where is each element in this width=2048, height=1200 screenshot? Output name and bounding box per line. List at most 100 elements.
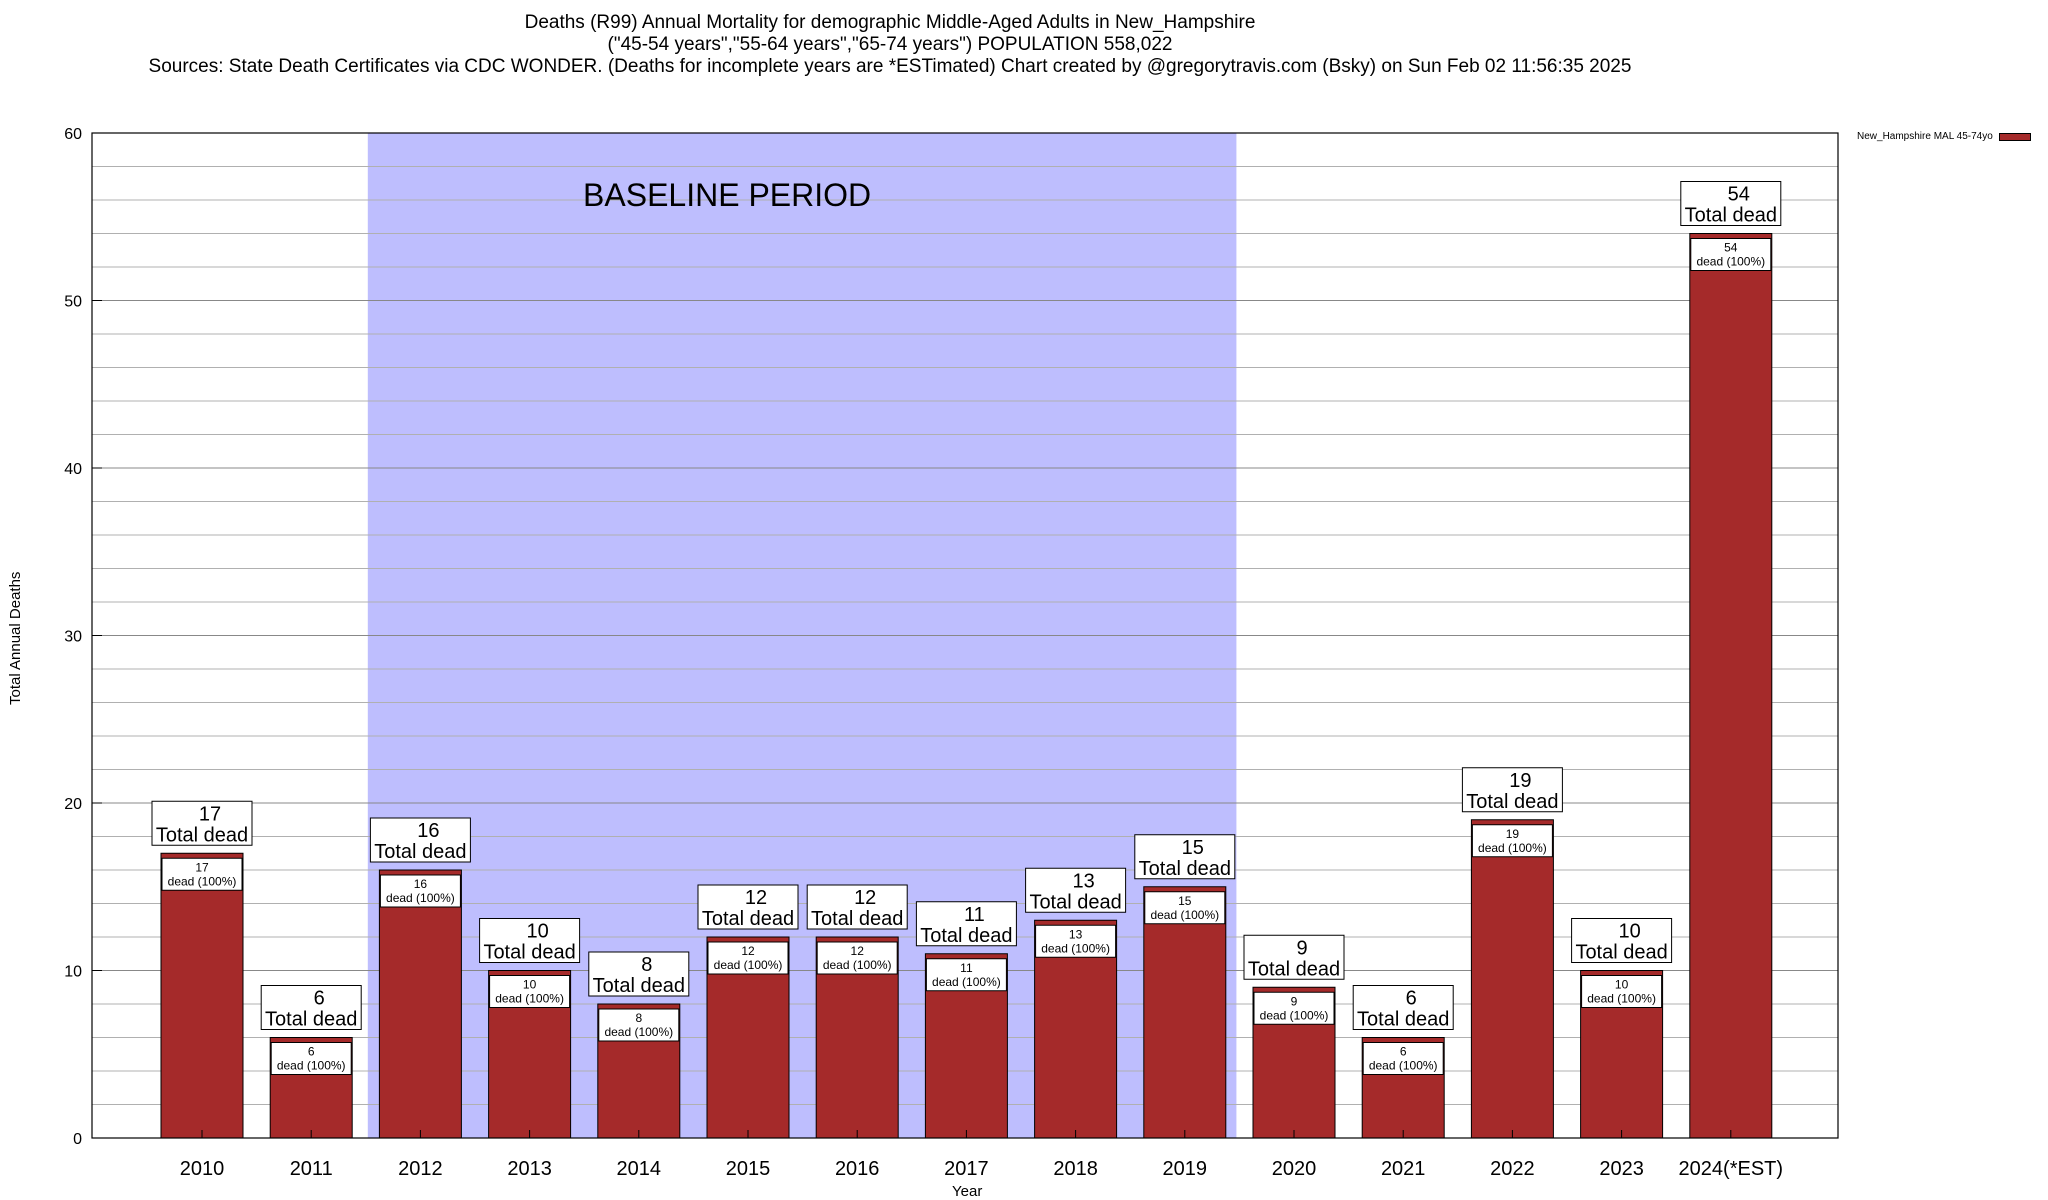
total-label-box [479,918,581,963]
inner-percent-label: dead (100%) [1478,841,1547,855]
total-value-label: 54 [1728,184,1750,206]
total-label-box [1571,918,1673,963]
total-text-label: Total dead [1029,891,1121,913]
total-text-label: Total dead [1139,858,1231,880]
total-value-label: 9 [1296,937,1307,959]
total-text-label: Total dead [1248,958,1340,980]
inner-label-box [1144,891,1226,925]
inner-value-label: 9 [1291,994,1298,1008]
x-tick-label: 2019 [1163,1158,1208,1180]
inner-label-box [816,941,898,975]
total-text-label: Total dead [483,942,575,964]
y-tick-label: 20 [64,796,82,813]
sources-line: Sources: State Death Certificates via CD… [0,56,1780,78]
inner-label-box [1253,991,1335,1025]
inner-percent-label: dead (100%) [932,975,1001,989]
total-label-box [1680,181,1782,226]
baseline-label: BASELINE PERIOD [583,177,871,213]
total-label-box [915,901,1017,947]
inner-value-label: 10 [1615,978,1629,992]
total-label-box [1352,985,1454,1030]
total-value-label: 17 [199,803,221,825]
bar [160,852,244,1139]
y-tick-label: 30 [64,629,82,646]
x-tick-label: 2010 [180,1158,225,1180]
inner-percent-label: dead (100%) [495,992,564,1006]
plot-frame [91,132,1839,1139]
chart-title: Deaths (R99) Annual Mortality for demogr… [524,12,1256,33]
inner-value-label: 13 [1069,927,1083,941]
inner-percent-label: dead (100%) [604,1025,673,1039]
total-label-box [260,985,362,1030]
inner-value-label: 10 [523,978,537,992]
chart-header: Deaths (R99) Annual Mortality for demogr… [0,12,1780,78]
total-label-box [1134,834,1236,880]
total-label-box [588,951,690,997]
total-text-label: Total dead [1466,791,1558,813]
total-label-box [697,884,799,930]
total-value-label: 6 [1406,988,1417,1010]
y-tick-label: 60 [64,126,82,143]
inner-value-label: 11 [960,961,973,975]
total-label-box [369,817,471,863]
total-text-label: Total dead [920,925,1012,947]
total-text-label: Total dead [593,975,685,997]
x-tick-label: 2023 [1599,1158,1644,1180]
inner-percent-label: dead (100%) [1587,992,1656,1006]
total-text-label: Total dead [1575,942,1667,964]
inner-value-label: 17 [195,860,209,874]
inner-label-box [925,958,1007,992]
bar [378,869,462,1139]
inner-percent-label: dead (100%) [1260,1008,1329,1022]
inner-value-label: 19 [1506,827,1520,841]
inner-label-box [270,1042,352,1075]
x-axis-label: Year [952,1183,983,1200]
total-label-box [1461,767,1563,813]
total-value-label: 10 [526,921,548,943]
x-tick-label: 2016 [835,1158,880,1180]
total-value-label: 11 [964,904,985,926]
inner-label-box [707,941,789,975]
inner-percent-label: dead (100%) [1041,941,1110,955]
chart-credit: Chart created by @gregorytravis.com (Bsk… [1001,56,1632,77]
inner-label-box [489,975,571,1008]
x-tick-label: 2017 [944,1158,989,1180]
x-tick-label: 2015 [726,1158,771,1180]
inner-value-label: 54 [1724,241,1738,255]
total-value-label: 10 [1618,921,1640,943]
bar [1470,819,1554,1139]
inner-percent-label: dead (100%) [1150,908,1219,922]
x-tick-label: 2024(*EST) [1679,1158,1784,1180]
inner-value-label: 16 [414,877,428,891]
x-tick-label: 2022 [1490,1158,1535,1180]
inner-label-box [379,874,461,908]
total-text-label: Total dead [1357,1009,1449,1031]
inner-percent-label: dead (100%) [386,891,455,905]
total-value-label: 12 [854,887,876,909]
inner-percent-label: dead (100%) [168,874,237,888]
total-label-box [151,800,253,846]
x-tick-label: 2020 [1272,1158,1317,1180]
y-tick-label: 0 [73,1131,82,1148]
bar [1689,233,1773,1139]
total-text-label: Total dead [374,841,466,863]
total-value-label: 13 [1072,870,1094,892]
chart-sources: Sources: State Death Certificates via CD… [148,56,996,77]
inner-percent-label: dead (100%) [1369,1059,1438,1073]
total-value-label: 19 [1509,770,1531,792]
y-tick-label: 10 [64,964,82,981]
total-text-label: Total dead [1685,205,1777,227]
inner-label-box [1581,975,1663,1008]
legend-swatch [1998,132,2031,141]
total-value-label: 12 [745,887,767,909]
chart-subtitle: ("45-54 years","55-64 years","65-74 year… [607,34,1173,55]
inner-percent-label: dead (100%) [1696,255,1765,269]
total-text-label: Total dead [265,1009,357,1031]
total-label-box [1025,867,1127,913]
inner-value-label: 6 [1400,1045,1407,1059]
inner-value-label: 6 [308,1045,315,1059]
total-text-label: Total dead [811,908,903,930]
total-value-label: 15 [1182,837,1204,859]
total-value-label: 6 [314,988,325,1010]
y-tick-label: 50 [64,294,82,311]
